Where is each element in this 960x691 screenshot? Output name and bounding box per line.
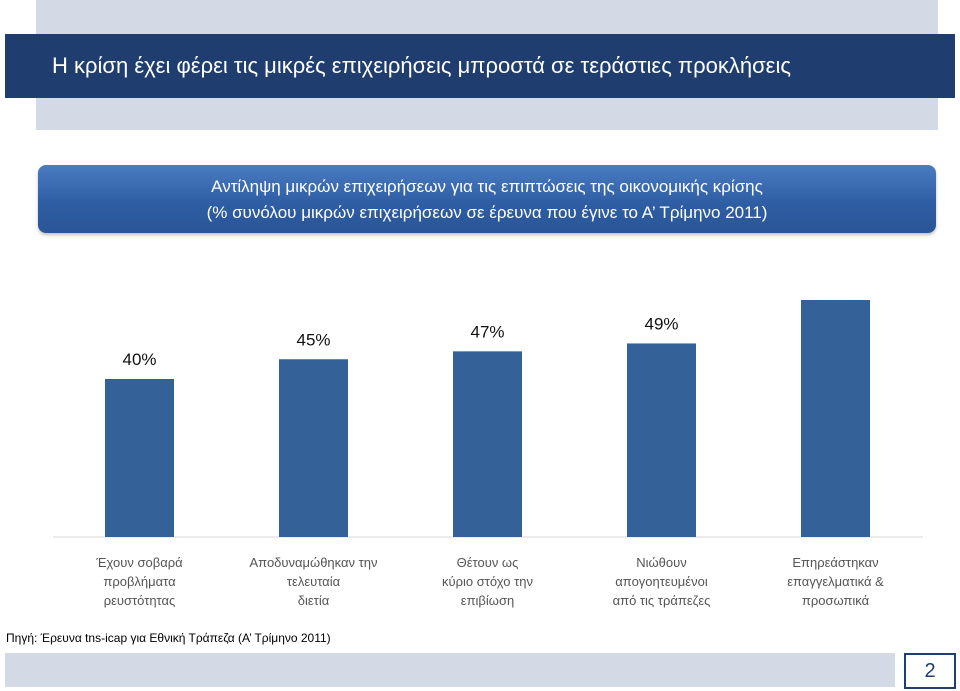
data-label-2: 45% bbox=[296, 330, 330, 349]
chart-subtitle-box: Αντίληψη μικρών επιχειρήσεων για τις επι… bbox=[38, 165, 936, 233]
data-label-4: 49% bbox=[644, 314, 678, 333]
data-label-1: 40% bbox=[122, 350, 156, 369]
bar-chart: 40% Έχουν σοβαρά προβλήματα ρευστότητας 45% Α… bbox=[53, 300, 923, 608]
category-label-5: Επηρεάστηκαν επαγγελματικά & προσωπικά bbox=[787, 555, 884, 608]
category-label-4: Νιώθουν απογοητευμένοι από τις τράπεζες bbox=[613, 555, 711, 608]
footer-band bbox=[5, 653, 895, 687]
category-label-1: Έχουν σοβαρά προβλήματα ρευστότητας bbox=[95, 555, 183, 608]
category-label-3: Θέτουν ως κύριο στόχο την επιβίωση bbox=[442, 555, 533, 608]
slide-title: Η κρίση έχει φέρει τις μικρές επιχειρήσε… bbox=[52, 53, 791, 78]
bar-4 bbox=[627, 343, 696, 537]
page-number: 2 bbox=[904, 653, 956, 689]
bar-3 bbox=[453, 351, 522, 537]
data-label-3: 47% bbox=[470, 322, 504, 341]
chart-subtitle-line1: Αντίληψη μικρών επιχειρήσεων για τις επι… bbox=[211, 177, 763, 196]
title-bar: Η κρίση έχει φέρει τις μικρές επιχειρήσε… bbox=[5, 34, 955, 98]
bar-2 bbox=[279, 359, 348, 537]
bar-1 bbox=[105, 379, 174, 537]
bar-5 bbox=[801, 300, 870, 537]
source-note: Πηγή: Έρευνα tns-icap για Εθνική Τράπεζα… bbox=[6, 631, 331, 645]
chart-subtitle-line2: (% συνόλου μικρών επιχειρήσεων σε έρευνα… bbox=[206, 203, 768, 222]
category-label-2: Αποδυναμώθηκαν την τελευταία διετία bbox=[250, 555, 378, 608]
